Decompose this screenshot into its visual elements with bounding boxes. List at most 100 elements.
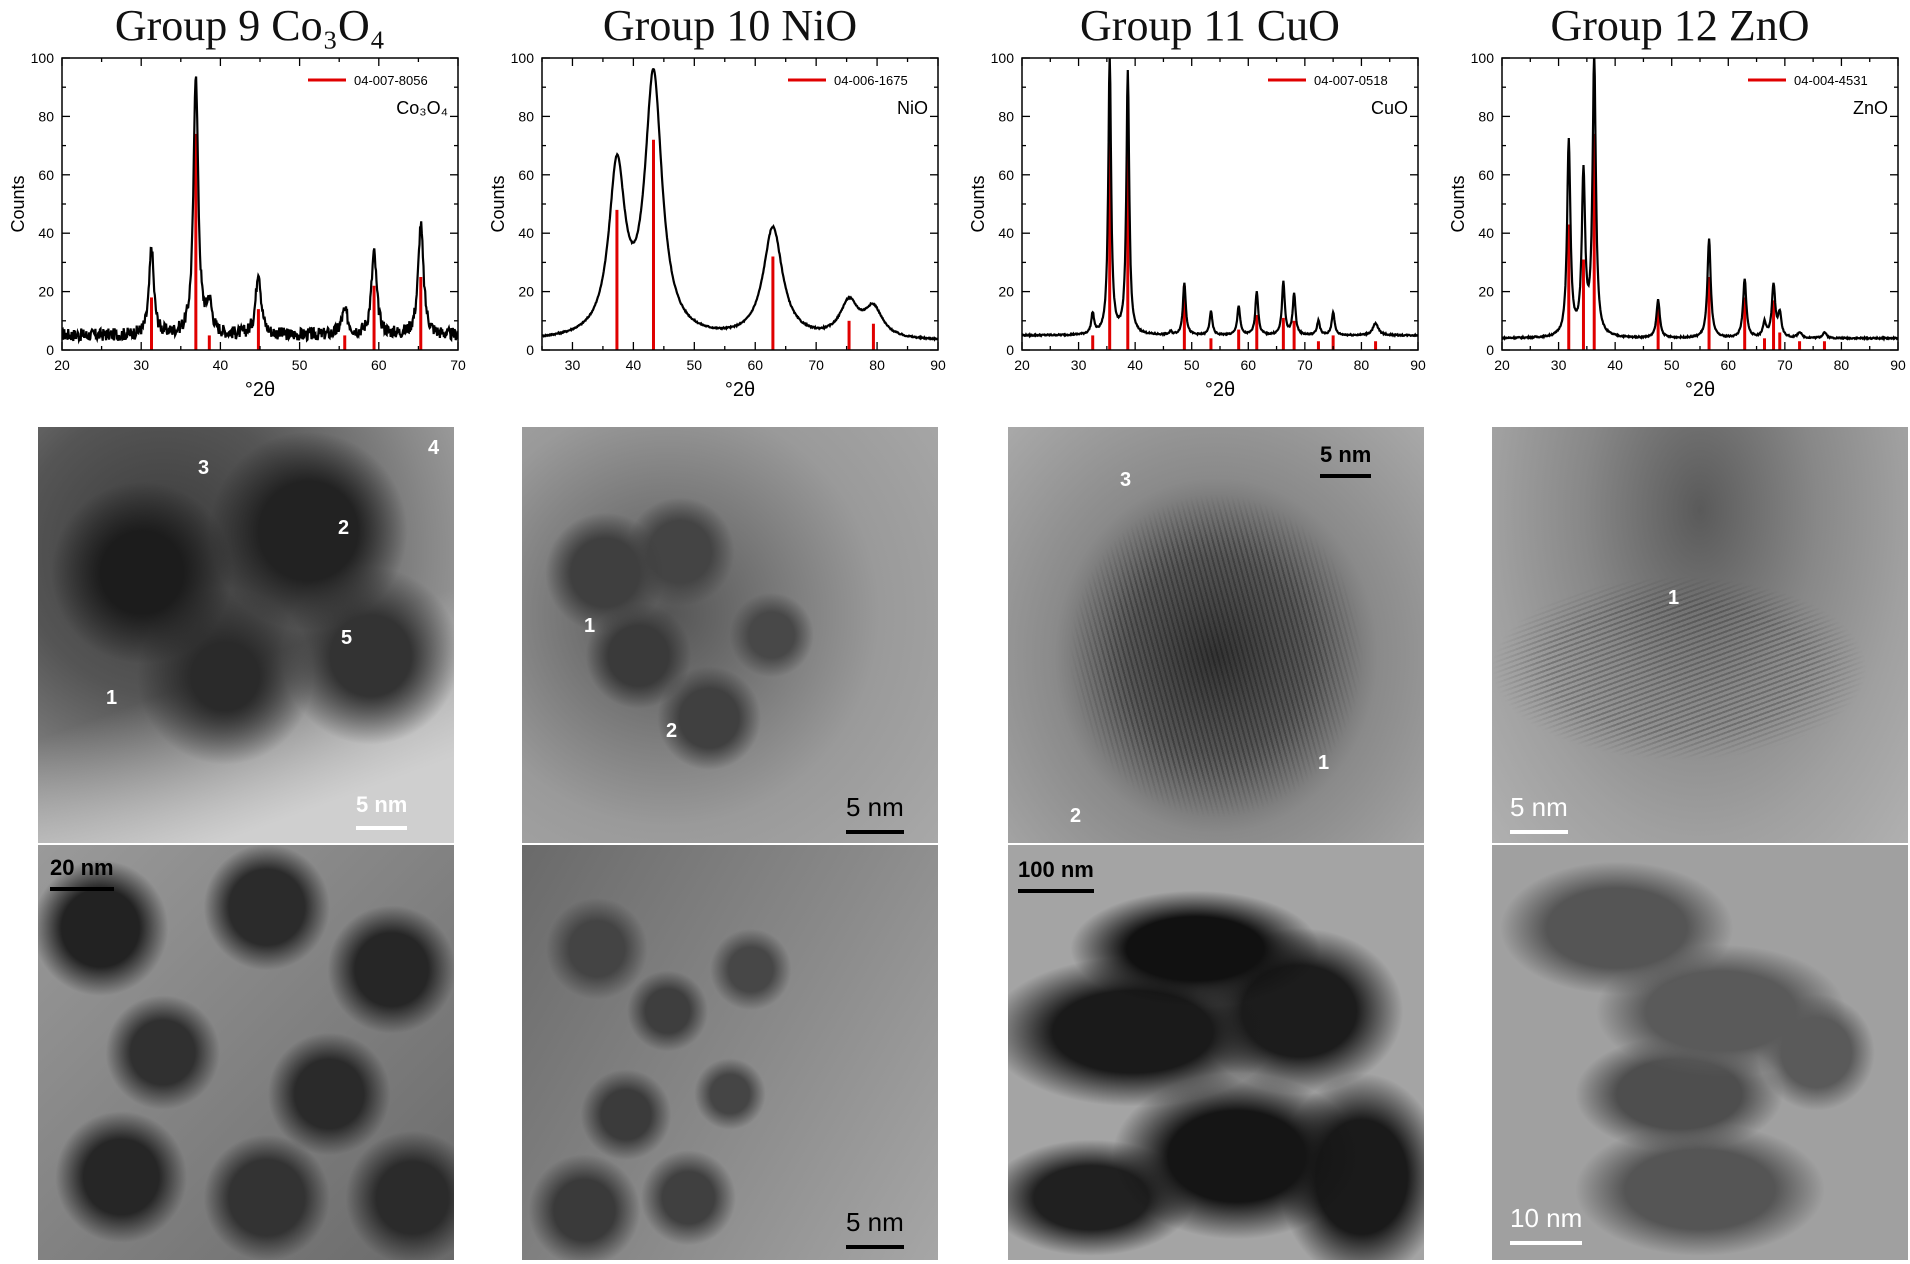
lattice-label-2: 2 [338,517,350,539]
scale-bar-tem-zno: 10 nm [1510,1203,1583,1245]
scale-bar-tem-nio: 5 nm [846,1207,904,1249]
legend-entry: 04-007-0518 [1314,73,1388,88]
x-axis-label: °2θ [1205,379,1235,401]
x-tick-label: 70 [1777,357,1793,373]
y-tick-label: 80 [518,108,534,124]
title-cuo: Group 11 CuO [1080,1,1340,50]
y-tick-label: 20 [998,284,1014,300]
x-tick-label: 30 [1551,357,1567,373]
xrd-chart-nio: 30 40 50 60 70 80 90 0 20 40 60 80 100 °2θ Counts 04-00… [488,50,946,401]
x-tick-label: 20 [1494,357,1510,373]
xrd-pattern-line [1022,58,1418,339]
x-tick-label: 80 [869,357,885,373]
lattice-label-1: 1 [106,687,118,709]
x-tick-label: 90 [930,357,946,373]
legend-entry: 04-006-1675 [834,73,908,88]
x-tick-label: 70 [450,357,466,373]
y-tick-label: 20 [518,284,534,300]
phase-label: Co₃O₄ [396,98,448,118]
x-tick-label: 30 [133,357,149,373]
y-tick-label: 60 [1478,167,1494,183]
y-tick-label: 0 [46,342,54,358]
lattice-label-3: 3 [1120,469,1132,491]
hrtem-image-cuo: 3 1 2 5 nm [1008,427,1424,843]
x-tick-label: 30 [1071,357,1087,373]
lattice-label-4: 4 [428,437,440,459]
xrd-pattern-line [1502,58,1898,342]
y-tick-label: 100 [991,50,1015,66]
x-tick-label: 70 [1297,357,1313,373]
y-tick-label: 60 [518,167,534,183]
y-tick-label: 0 [526,342,534,358]
x-axis-label: °2θ [1685,379,1715,401]
x-tick-label: 80 [1834,357,1850,373]
x-tick-label: 50 [292,357,308,373]
y-axis-label: Counts [1448,175,1468,232]
phase-label: ZnO [1853,98,1888,118]
y-tick-label: 100 [31,50,55,66]
y-tick-label: 60 [998,167,1014,183]
y-tick-label: 60 [38,167,54,183]
x-tick-label: 90 [1890,357,1906,373]
x-axis-label: °2θ [725,379,755,401]
x-tick-label: 20 [1014,357,1030,373]
y-tick-label: 80 [38,108,54,124]
x-tick-label: 60 [1720,357,1736,373]
x-tick-label: 60 [371,357,387,373]
x-tick-label: 40 [626,357,642,373]
xrd-pattern-line [62,76,458,345]
plot-frame [1021,57,1419,351]
x-tick-label: 80 [1354,357,1370,373]
legend-entry: 04-007-8056 [354,73,428,88]
x-tick-label: 40 [213,357,229,373]
title-nio: Group 10 NiO [602,1,858,50]
x-tick-label: 50 [687,357,703,373]
x-tick-label: 50 [1664,357,1680,373]
plot-frame [1501,57,1899,351]
lattice-label-2: 2 [666,720,678,742]
y-tick-label: 20 [38,284,54,300]
hrtem-image-nio: 1 2 5 nm [522,427,938,843]
tem-image-co3o4: 20 nm [38,845,454,1260]
y-tick-label: 40 [998,225,1014,241]
lattice-label-5: 5 [341,627,353,649]
y-axis-label: Counts [8,175,28,232]
tem-image-nio: 5 nm [522,845,938,1260]
title-zno: Group 12 ZnO [1550,1,1810,50]
title-co3o4: Group 9 Co₃O₄ [114,1,386,50]
y-tick-label: 80 [998,108,1014,124]
x-tick-label: 90 [1410,357,1426,373]
scale-bar-hrtem-zno: 5 nm [1510,792,1568,834]
scale-bar-tem-cuo: 100 nm [1018,857,1094,893]
plot-frame [541,57,939,351]
xrd-chart-cuo: 20 30 40 50 60 70 80 90020406080100°2θCounts04-… [968,50,1426,401]
y-axis-label: Counts [968,175,988,232]
y-tick-label: 40 [518,225,534,241]
y-tick-label: 40 [1478,225,1494,241]
legend-entry: 04-004-4531 [1794,73,1868,88]
scale-bar-hrtem-cuo: 5 nm [1320,442,1372,478]
scale-bar-tem-co3o4: 20 nm [50,855,114,891]
xrd-chart-co3o4: 20 30 40 50 60 70020406080100°2θCounts04-007-… [8,50,466,401]
x-tick-label: 60 [1240,357,1256,373]
lattice-label-3: 3 [198,457,210,479]
x-axis-label: °2θ [245,379,275,401]
x-tick-label: 50 [1184,357,1200,373]
tem-image-zno: 10 nm [1492,845,1908,1260]
phase-label: NiO [897,98,928,118]
xrd-pattern-line [542,68,938,342]
x-tick-label: 40 [1607,357,1623,373]
lattice-label-1: 1 [1318,752,1330,774]
hrtem-image-co3o4: 3 4 2 5 1 5 nm [38,427,454,843]
x-tick-label: 70 [808,357,824,373]
x-tick-label: 40 [1127,357,1143,373]
y-tick-label: 40 [38,225,54,241]
phase-label: CuO [1371,98,1408,118]
y-tick-label: 0 [1486,342,1494,358]
y-tick-label: 100 [511,50,535,66]
y-tick-label: 0 [1006,342,1014,358]
tem-image-cuo: 100 nm [1008,845,1424,1260]
scale-bar-hrtem-co3o4: 5 nm [356,792,408,830]
x-tick-label: 60 [747,357,763,373]
y-tick-label: 100 [1471,50,1495,66]
